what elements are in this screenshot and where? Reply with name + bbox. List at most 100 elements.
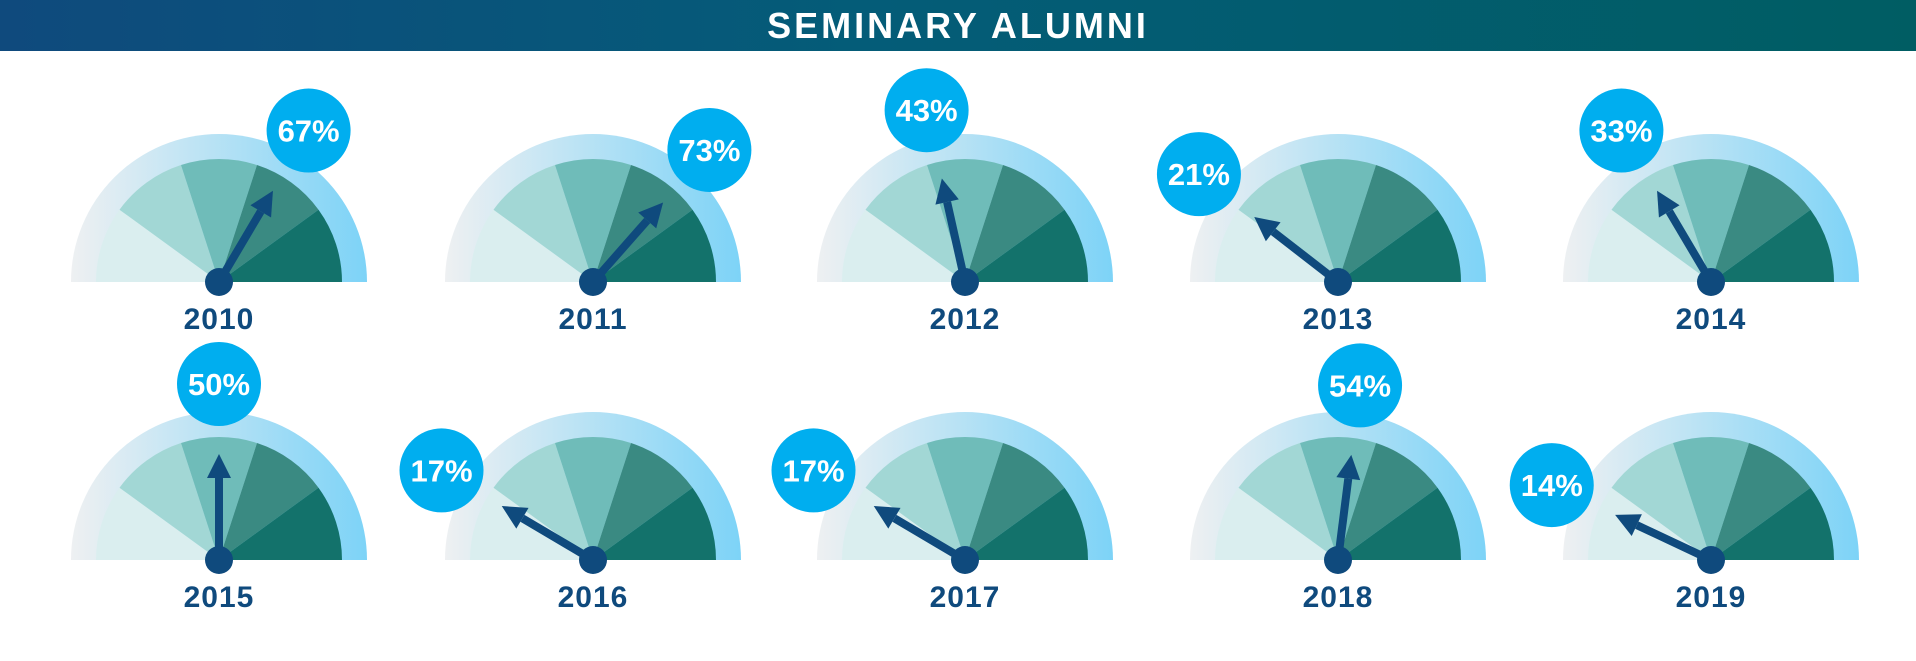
gauge-sector bbox=[1299, 159, 1377, 282]
year-label: 2013 bbox=[1303, 303, 1374, 336]
gauge-2014: 33% 2014 bbox=[1563, 88, 1859, 336]
percent-label: 17% bbox=[410, 453, 472, 488]
percent-bubble bbox=[1579, 88, 1664, 173]
needle-hub bbox=[1697, 546, 1725, 574]
gauge-2015: 50% 2015 bbox=[71, 342, 367, 614]
percent-label: 50% bbox=[188, 367, 250, 402]
percent-label: 73% bbox=[678, 133, 740, 168]
gauge-sector bbox=[1238, 165, 1338, 282]
gauge-sector bbox=[1711, 487, 1834, 560]
gauge-2017: 17% 2017 bbox=[771, 412, 1113, 614]
gauge-sector bbox=[119, 443, 219, 560]
needle-arrow-icon bbox=[250, 190, 273, 218]
gauge-sector bbox=[593, 443, 693, 560]
needle-hub bbox=[951, 268, 979, 296]
percent-bubble bbox=[771, 428, 856, 513]
gauge-2013: 21% 2013 bbox=[1156, 132, 1486, 336]
gauge-sector bbox=[1587, 209, 1711, 282]
percent-bubble bbox=[1156, 132, 1241, 217]
percent-label: 67% bbox=[278, 114, 340, 149]
needle-hub bbox=[1697, 268, 1725, 296]
gauge-sector bbox=[965, 209, 1088, 282]
needle-arrow-icon bbox=[1336, 454, 1361, 481]
needle-arrow-icon bbox=[1615, 514, 1642, 536]
header-banner: SEMINARY ALUMNI bbox=[0, 0, 1916, 51]
gauge-2010: 67% 2010 bbox=[71, 88, 367, 336]
needle-hub bbox=[579, 268, 607, 296]
percent-label: 21% bbox=[1168, 157, 1230, 192]
gauge-sector bbox=[593, 487, 716, 560]
year-label: 2014 bbox=[1676, 303, 1747, 336]
gauge-sector bbox=[1338, 209, 1461, 282]
percent-bubble bbox=[884, 68, 969, 153]
gauge-sector bbox=[493, 443, 593, 560]
percent-bubble bbox=[177, 342, 261, 426]
gauge-sector bbox=[1338, 165, 1438, 282]
gauge-sector bbox=[1238, 443, 1338, 560]
gauge-sector bbox=[1672, 159, 1750, 282]
gauge-sector bbox=[1611, 443, 1711, 560]
gauge-sector bbox=[219, 443, 319, 560]
gauge-sector bbox=[593, 209, 716, 282]
gauge-sector bbox=[1338, 487, 1461, 560]
gauge-sector bbox=[180, 159, 258, 282]
gauge-sector bbox=[554, 159, 632, 282]
gauge-sector bbox=[1711, 443, 1811, 560]
gauge-sector bbox=[1299, 436, 1377, 560]
gauge-sector bbox=[554, 437, 632, 560]
gauge-sector bbox=[965, 487, 1088, 560]
gauge-sector bbox=[965, 165, 1065, 282]
year-label: 2011 bbox=[558, 303, 627, 336]
percent-bubble bbox=[399, 428, 484, 513]
gauge-sector bbox=[219, 487, 342, 560]
gauge-sector bbox=[470, 209, 593, 282]
needle-hub bbox=[205, 546, 233, 574]
gauge-sector bbox=[865, 165, 965, 282]
percent-label: 17% bbox=[782, 453, 844, 488]
gauge-sector bbox=[219, 209, 342, 282]
year-label: 2018 bbox=[1303, 581, 1374, 614]
needle-arrow-icon bbox=[1657, 190, 1680, 218]
gauge-2011: 73% 2011 bbox=[445, 107, 752, 336]
gauge-sector bbox=[1711, 165, 1811, 282]
needle-arrow-icon bbox=[935, 178, 959, 205]
year-label: 2010 bbox=[184, 303, 255, 336]
gauge-sector bbox=[926, 437, 1004, 560]
needle-hub bbox=[205, 268, 233, 296]
gauge-sector bbox=[865, 443, 965, 560]
gauge-2016: 17% 2016 bbox=[399, 412, 741, 614]
gauge-sector bbox=[1338, 443, 1438, 560]
gauge-sector bbox=[96, 209, 219, 282]
needle-hub bbox=[579, 546, 607, 574]
gauge-2019: 14% 2019 bbox=[1509, 412, 1859, 614]
needle-arrow-icon bbox=[207, 454, 231, 478]
needle-arrow-icon bbox=[638, 202, 664, 229]
needle-arrow-icon bbox=[1254, 217, 1281, 242]
percent-bubble bbox=[1318, 343, 1403, 428]
gauge-sector bbox=[1711, 209, 1834, 282]
gauge-2012: 43% 2012 bbox=[817, 68, 1113, 336]
percent-label: 43% bbox=[896, 93, 958, 128]
year-label: 2016 bbox=[558, 581, 629, 614]
percent-bubble bbox=[667, 107, 752, 192]
percent-bubble bbox=[266, 88, 351, 173]
percent-bubble bbox=[1509, 443, 1594, 528]
needle-arrow-icon bbox=[873, 506, 901, 529]
gauge-sector bbox=[965, 443, 1065, 560]
gauge-sector bbox=[1672, 436, 1750, 560]
year-label: 2017 bbox=[930, 581, 1001, 614]
gauge-sector bbox=[842, 209, 965, 282]
gauge-sector bbox=[219, 165, 319, 282]
gauge-sector bbox=[1214, 209, 1338, 282]
year-label: 2019 bbox=[1676, 581, 1747, 614]
needle-hub bbox=[951, 546, 979, 574]
page-title: SEMINARY ALUMNI bbox=[767, 4, 1149, 46]
gauge-sector bbox=[493, 165, 593, 282]
gauge-2018: 54% 2018 bbox=[1190, 343, 1486, 614]
year-label: 2012 bbox=[930, 303, 1001, 336]
needle-hub bbox=[1324, 546, 1352, 574]
percent-label: 14% bbox=[1521, 468, 1583, 503]
percent-label: 33% bbox=[1590, 114, 1652, 149]
percent-label: 54% bbox=[1329, 368, 1391, 403]
